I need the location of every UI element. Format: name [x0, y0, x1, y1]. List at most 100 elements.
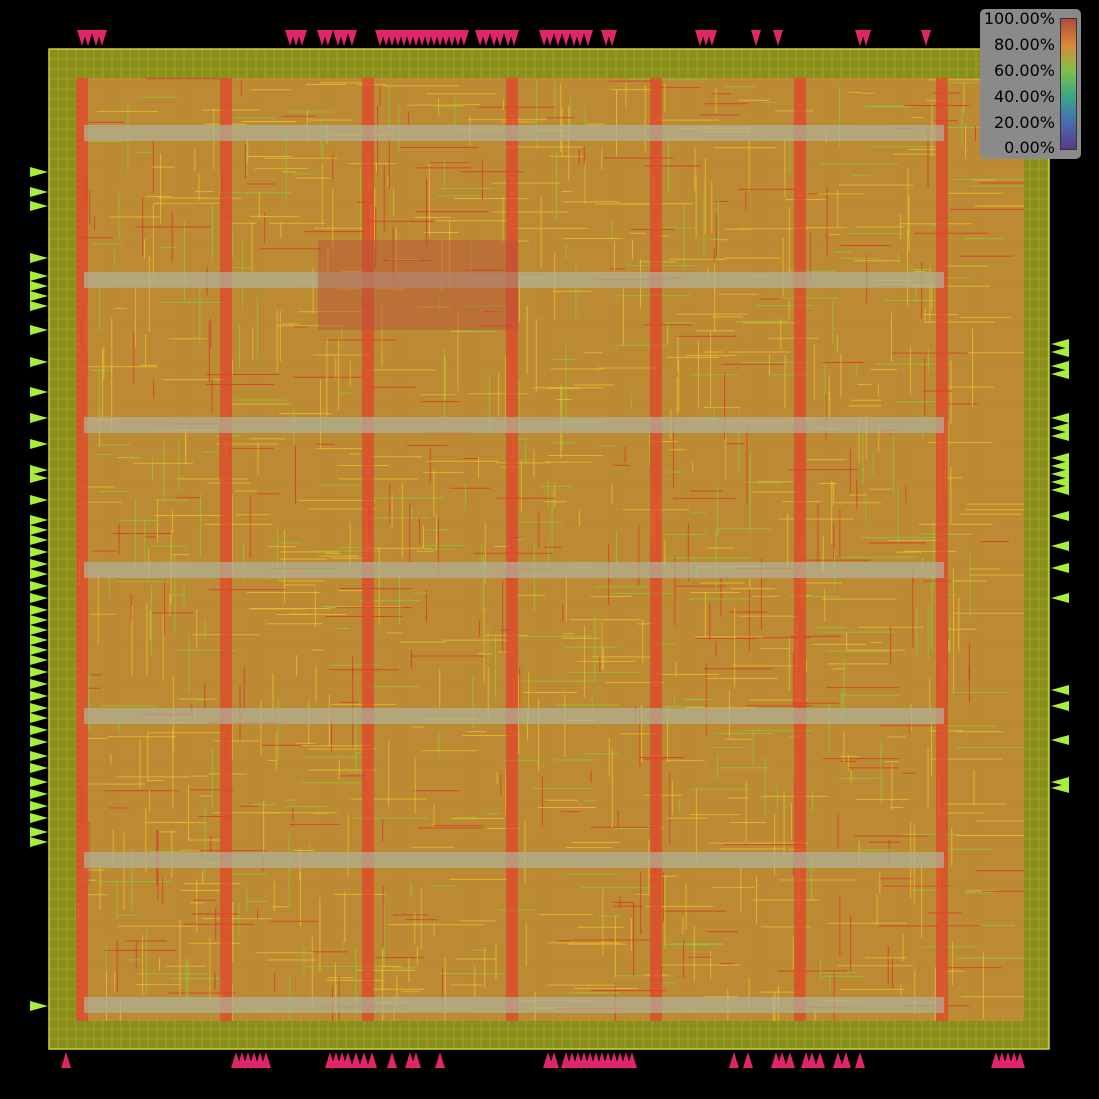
io-pin-top: [773, 30, 783, 46]
io-pin-left: [30, 301, 48, 311]
io-pin-left: [30, 201, 48, 211]
io-pin-right: [1051, 369, 1069, 379]
io-pin-top: [347, 30, 357, 46]
congestion-hotspot: [318, 240, 518, 330]
io-pin-left: [30, 413, 48, 423]
hot-column: [362, 78, 374, 1021]
io-pin-left: [30, 291, 48, 301]
io-pin-left: [30, 827, 48, 837]
io-pin-bottom: [777, 1052, 787, 1068]
io-pin-left: [30, 777, 48, 787]
io-pin-left: [30, 655, 48, 665]
io-pin-top: [561, 30, 571, 46]
core-region: [76, 78, 1024, 1021]
hot-column: [220, 78, 232, 1021]
io-pin-bottom: [627, 1052, 637, 1068]
io-pin-left: [30, 495, 48, 505]
io-pin-top: [751, 30, 761, 46]
power-strap: [84, 272, 944, 288]
power-strap: [84, 125, 944, 141]
io-pin-bottom: [549, 1052, 559, 1068]
hot-column: [650, 78, 662, 1021]
io-pin-left: [30, 325, 48, 335]
legend-label-80: 80.00%: [993, 35, 1055, 54]
io-pin-left: [30, 281, 48, 291]
power-straps: [84, 125, 944, 1013]
io-pin-bottom: [841, 1052, 851, 1068]
io-pin-left: [30, 837, 48, 847]
io-pin-right: [1051, 783, 1069, 793]
legend-label-60: 60.00%: [993, 61, 1055, 80]
io-pin-left: [30, 387, 48, 397]
io-pin-top: [339, 30, 349, 46]
io-pin-bottom: [1015, 1052, 1025, 1068]
io-pin-top: [509, 30, 519, 46]
io-pin-top: [97, 30, 107, 46]
io-pin-left: [30, 615, 48, 625]
io-pin-left: [30, 737, 48, 747]
io-pin-bottom: [387, 1052, 397, 1068]
io-pin-left: [30, 439, 48, 449]
io-pin-right: [1051, 431, 1069, 441]
io-pin-right: [1051, 413, 1069, 423]
io-pin-top: [297, 30, 307, 46]
io-pin-left: [30, 271, 48, 281]
io-pin-right: [1051, 485, 1069, 495]
io-pin-left: [30, 187, 48, 197]
io-pin-right: [1051, 339, 1069, 349]
io-pin-bottom: [343, 1052, 353, 1068]
io-pin-bottom: [261, 1052, 271, 1068]
hot-column: [506, 78, 518, 1021]
io-pin-bottom: [61, 1052, 71, 1068]
legend-label-0: 0.00%: [1004, 138, 1055, 157]
congestion-hot-columns: [76, 78, 948, 1021]
io-pin-left: [30, 167, 48, 177]
io-pin-left: [30, 713, 48, 723]
legend-color-bar: [1060, 18, 1077, 150]
io-pin-top: [459, 30, 469, 46]
io-pin-left: [30, 581, 48, 591]
io-pin-top: [323, 30, 333, 46]
io-pin-left: [30, 1001, 48, 1011]
io-pin-right: [1051, 541, 1069, 551]
io-pin-top: [545, 30, 555, 46]
power-strap: [84, 997, 944, 1013]
congestion-legend: 100.00% 80.00% 60.00% 40.00% 20.00% 0.00…: [980, 9, 1081, 159]
io-pin-left: [30, 703, 48, 713]
io-pin-left: [30, 593, 48, 603]
power-strap: [84, 708, 944, 724]
legend-label-100: 100.00%: [983, 9, 1055, 28]
io-pin-right: [1051, 453, 1069, 463]
io-pin-bottom: [807, 1052, 817, 1068]
io-pin-left: [30, 679, 48, 689]
io-pin-bottom: [435, 1052, 445, 1068]
io-pin-right: [1051, 685, 1069, 695]
core-area: [76, 78, 1024, 1021]
io-pin-bottom: [411, 1052, 421, 1068]
io-pin-left: [30, 789, 48, 799]
io-pin-bottom: [351, 1052, 361, 1068]
io-pin-top: [553, 30, 563, 46]
io-pin-right: [1051, 593, 1069, 603]
io-pin-left: [30, 763, 48, 773]
legend-label-20: 20.00%: [993, 113, 1055, 132]
io-pin-top: [495, 30, 505, 46]
io-pins: [30, 30, 1069, 1068]
io-pin-top: [481, 30, 491, 46]
io-pin-right: [1051, 701, 1069, 711]
io-pin-top: [707, 30, 717, 46]
io-pin-left: [30, 473, 48, 483]
io-pin-bottom: [833, 1052, 843, 1068]
io-pin-left: [30, 645, 48, 655]
io-pin-left: [30, 253, 48, 263]
io-pin-left: [30, 751, 48, 761]
hotspot-region: [318, 240, 518, 330]
io-pin-top: [583, 30, 593, 46]
io-pin-right: [1051, 461, 1069, 471]
io-pin-bottom: [729, 1052, 739, 1068]
io-pin-top: [575, 30, 585, 46]
io-pin-left: [30, 801, 48, 811]
io-pin-top: [921, 30, 931, 46]
io-pin-right: [1051, 563, 1069, 573]
io-pin-left: [30, 605, 48, 615]
